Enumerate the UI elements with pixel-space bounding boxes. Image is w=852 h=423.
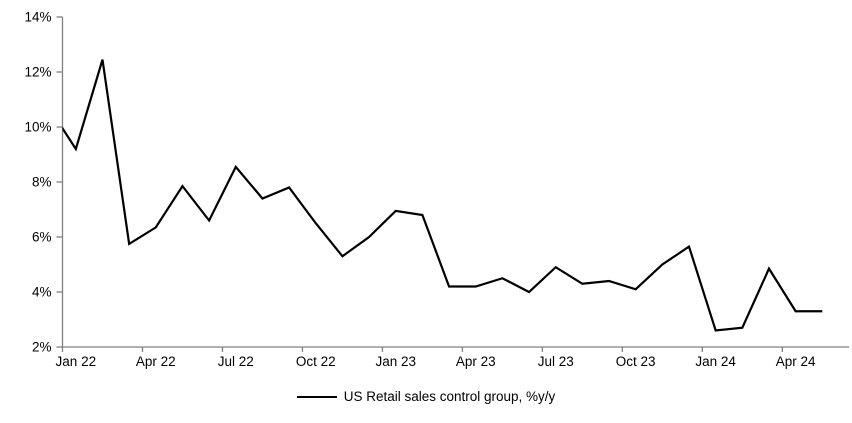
x-tick-label: Jan 24: [695, 354, 736, 369]
legend-line-sample: [296, 395, 337, 398]
y-tick-label: 12%: [24, 65, 51, 80]
y-tick-label: 6%: [32, 230, 52, 245]
x-tick-label: Apr 22: [136, 354, 176, 369]
x-tick-label: Apr 24: [776, 354, 816, 369]
x-tick-label: Oct 22: [296, 354, 336, 369]
x-tick-label: Jan 22: [56, 354, 97, 369]
y-tick-label: 8%: [32, 175, 52, 190]
y-tick-label: 4%: [32, 285, 52, 300]
x-tick-label: Jul 22: [218, 354, 254, 369]
legend-label: US Retail sales control group, %y/y: [343, 389, 556, 404]
y-tick-label: 10%: [24, 120, 51, 135]
x-tick-label: Jul 23: [538, 354, 574, 369]
y-tick-label: 2%: [32, 340, 52, 355]
y-tick-label: 14%: [24, 10, 51, 25]
x-tick-label: Jan 23: [375, 354, 416, 369]
legend: US Retail sales control group, %y/y: [0, 389, 852, 404]
x-tick-label: Apr 23: [456, 354, 496, 369]
series-line: [62, 59, 823, 332]
x-tick-label: Oct 23: [616, 354, 656, 369]
